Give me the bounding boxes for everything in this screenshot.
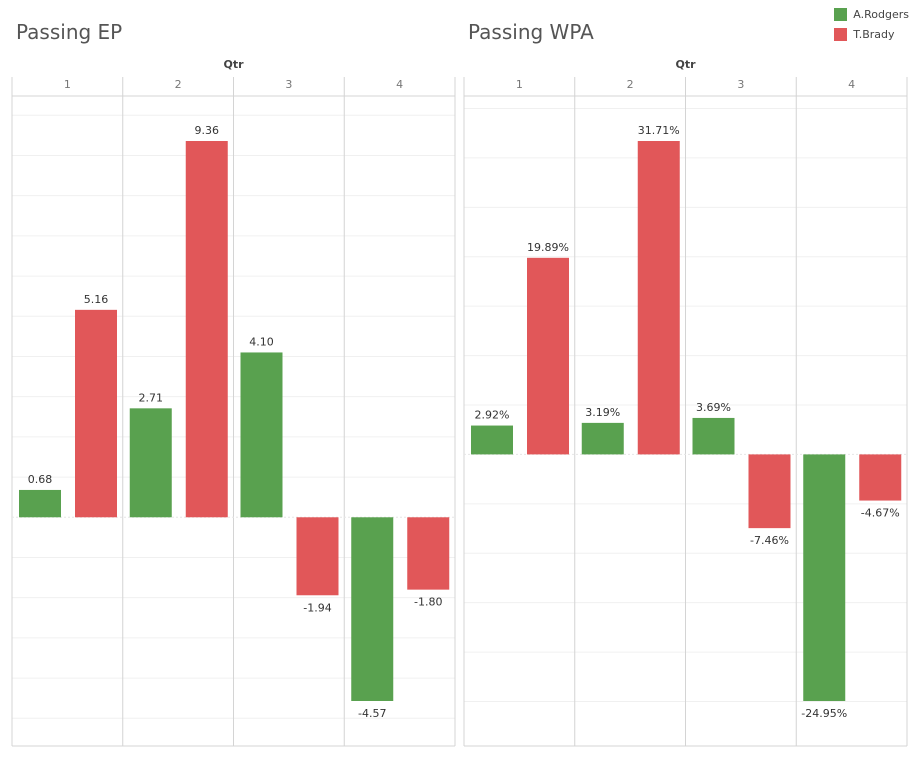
wpa-data-label-brady-q1: 19.89%: [527, 241, 569, 254]
wpa-bar-brady-q4: [859, 454, 902, 501]
ep-data-label-brady-q4: -1.80: [414, 596, 442, 609]
legend-swatch-brady: [834, 27, 848, 41]
ep-data-label-brady-q3: -1.94: [303, 601, 331, 614]
wpa-bar-rodgers-q2: [581, 422, 624, 455]
wpa-data-label-brady-q4: -4.67%: [861, 507, 900, 520]
legend-item-rodgers[interactable]: A.Rodgers: [834, 4, 909, 24]
wpa-data-label-brady-q2: 31.71%: [638, 124, 680, 137]
legend-label-rodgers: A.Rodgers: [853, 7, 909, 21]
wpa-data-label-rodgers-q4: -24.95%: [801, 707, 847, 720]
ep-data-label-rodgers-q4: -4.57: [358, 707, 386, 720]
wpa-data-label-rodgers-q3: 3.69%: [696, 401, 731, 414]
chart-title-ep: Passing EP: [16, 20, 123, 44]
legend: A.Rodgers T.Brady: [834, 4, 909, 44]
wpa-bar-rodgers-q1: [471, 425, 513, 455]
legend-label-brady: T.Brady: [853, 27, 895, 41]
ep-bar-rodgers-q4: [351, 517, 394, 701]
ep-category-label-1: 1: [64, 78, 71, 91]
ep-data-label-brady-q2: 9.36: [195, 124, 220, 137]
ep-data-label-brady-q1: 5.16: [84, 293, 109, 306]
ep-bar-rodgers-q2: [129, 408, 172, 518]
wpa-bar-brady-q2: [637, 141, 680, 455]
wpa-bar-brady-q3: [748, 454, 791, 529]
ep-data-label-rodgers-q3: 4.10: [249, 335, 274, 348]
wpa-data-label-rodgers-q1: 2.92%: [475, 409, 510, 422]
wpa-facet-label: Qtr: [675, 58, 696, 71]
wpa-category-label-3: 3: [737, 78, 744, 91]
wpa-bar-rodgers-q3: [692, 417, 735, 455]
wpa-category-label-1: 1: [516, 78, 523, 91]
ep-category-label-3: 3: [285, 78, 292, 91]
wpa-category-label-2: 2: [627, 78, 634, 91]
ep-category-label-4: 4: [396, 78, 403, 91]
ep-bar-brady-q2: [185, 141, 228, 518]
legend-item-brady[interactable]: T.Brady: [834, 24, 909, 44]
wpa-bar-brady-q1: [527, 257, 569, 455]
ep-bar-brady-q4: [407, 517, 450, 590]
ep-data-label-rodgers-q1: 0.68: [28, 473, 53, 486]
wpa-data-label-brady-q3: -7.46%: [750, 534, 789, 547]
ep-bar-rodgers-q3: [240, 352, 283, 518]
ep-facet-label: Qtr: [223, 58, 244, 71]
ep-data-label-rodgers-q2: 2.71: [139, 391, 164, 404]
ep-bar-brady-q3: [296, 517, 339, 596]
ep-category-label-2: 2: [175, 78, 182, 91]
wpa-category-label-4: 4: [848, 78, 855, 91]
ep-bar-brady-q1: [75, 309, 117, 518]
legend-swatch-rodgers: [834, 7, 848, 21]
ep-bar-rodgers-q1: [19, 489, 61, 518]
wpa-data-label-rodgers-q2: 3.19%: [585, 406, 620, 419]
wpa-bar-rodgers-q4: [803, 454, 846, 701]
chart-title-wpa: Passing WPA: [468, 20, 594, 44]
